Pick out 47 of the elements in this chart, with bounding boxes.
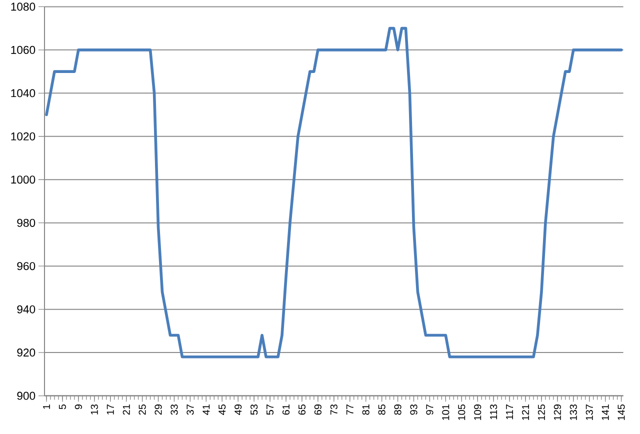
x-tick-label: 97 — [426, 404, 434, 415]
y-tick-label: 1060 — [11, 46, 36, 54]
x-tick-label: 101 — [442, 404, 450, 420]
x-tick-label: 77 — [346, 404, 354, 415]
x-tick-label: 145 — [618, 404, 625, 420]
x-tick-label: 33 — [170, 404, 178, 415]
x-tick-label: 29 — [154, 404, 162, 415]
x-tick-label: 61 — [282, 404, 290, 415]
x-tick-label: 89 — [394, 404, 402, 415]
x-tick-label: 93 — [410, 404, 418, 415]
x-tick-label: 121 — [522, 404, 529, 420]
y-tick-label: 980 — [17, 218, 36, 227]
y-tick-label: 900 — [17, 392, 36, 400]
x-tick-label: 129 — [554, 404, 561, 420]
y-tick-label: 1020 — [11, 132, 36, 140]
x-tick-label: 113 — [490, 404, 498, 420]
x-tick-label: 9 — [74, 404, 82, 410]
y-tick-label: 1080 — [11, 2, 36, 11]
x-tick-label: 141 — [602, 404, 609, 420]
x-tick-label: 137 — [586, 404, 593, 420]
x-tick-label: 53 — [250, 404, 258, 415]
x-tick-label: 65 — [298, 404, 306, 415]
x-tick-label: 105 — [458, 404, 466, 420]
x-tick-label: 109 — [474, 404, 482, 420]
x-tick-label: 117 — [506, 404, 513, 420]
x-tick-label: 125 — [538, 404, 546, 420]
x-tick-label: 45 — [218, 404, 226, 415]
y-tick-label: 1000 — [11, 176, 36, 184]
y-tick-label: 1040 — [11, 89, 36, 98]
x-tick-label: 81 — [362, 404, 370, 415]
x-tick-label: 25 — [138, 404, 146, 415]
x-tick-label: 49 — [234, 404, 242, 415]
y-tick-label: 960 — [17, 262, 36, 270]
x-tick-label: 133 — [570, 404, 577, 420]
x-tick-label: 1 — [43, 404, 50, 409]
x-tick-label: 17 — [106, 404, 114, 414]
x-tick-label: 57 — [266, 404, 274, 415]
x-tick-label: 85 — [378, 404, 386, 415]
y-tick-label: 940 — [17, 305, 36, 314]
x-tick-label: 37 — [186, 404, 194, 415]
x-tick-label: 13 — [90, 404, 98, 414]
y-tick-label: 920 — [17, 348, 36, 357]
x-tick-label: 41 — [202, 404, 210, 415]
x-tick-label: 5 — [58, 404, 66, 410]
x-tick-label: 69 — [314, 404, 322, 415]
x-tick-label: 73 — [330, 404, 338, 415]
x-tick-label: 21 — [122, 404, 130, 415]
